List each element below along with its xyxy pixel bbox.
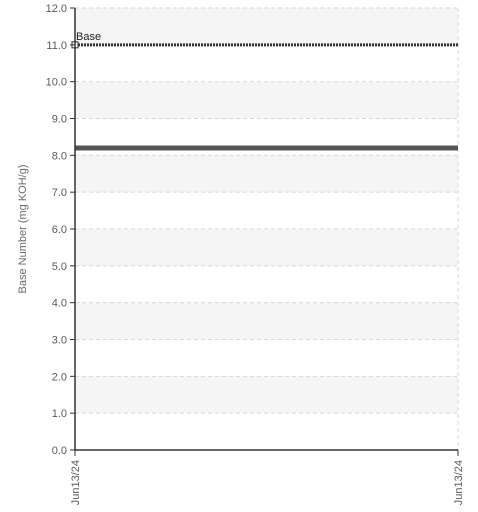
background-band bbox=[75, 302, 458, 340]
y-tick-label: 5.0 bbox=[52, 261, 67, 273]
axes bbox=[70, 7, 459, 456]
y-tick-labels: 0.0 1.0 2.0 3.0 4.0 5.0 6.0 7.0 8.0 9.0 10.0 11.0 12… bbox=[46, 3, 67, 457]
y-axis-label: Base Number (mg KOH/g) bbox=[17, 165, 29, 294]
base-reference-label: Base bbox=[76, 31, 101, 43]
background-bands bbox=[75, 8, 458, 414]
y-tick-label: 0.0 bbox=[52, 445, 67, 457]
grid-lines bbox=[75, 7, 459, 451]
y-tick-label: 8.0 bbox=[52, 150, 67, 162]
y-tick-label: 12.0 bbox=[46, 3, 67, 15]
y-tick-label: 10.0 bbox=[46, 77, 67, 89]
y-tick-label: 9.0 bbox=[52, 114, 67, 126]
y-tick-label: 2.0 bbox=[52, 371, 67, 383]
y-tick-label: 11.0 bbox=[46, 40, 67, 52]
x-tick-labels: Jun13/24 Jun13/24 bbox=[70, 460, 465, 505]
background-band bbox=[75, 81, 458, 119]
x-tick-label: Jun13/24 bbox=[453, 460, 465, 505]
y-tick-label: 3.0 bbox=[52, 335, 67, 347]
x-tick-label: Jun13/24 bbox=[70, 460, 82, 505]
background-band bbox=[75, 8, 458, 45]
y-tick-label: 4.0 bbox=[52, 298, 67, 310]
background-band bbox=[75, 376, 458, 414]
y-tick-label: 1.0 bbox=[52, 408, 67, 420]
background-band bbox=[75, 229, 458, 266]
y-tick-label: 7.0 bbox=[52, 187, 67, 199]
background-band bbox=[75, 155, 458, 193]
y-tick-label: 6.0 bbox=[52, 224, 67, 236]
